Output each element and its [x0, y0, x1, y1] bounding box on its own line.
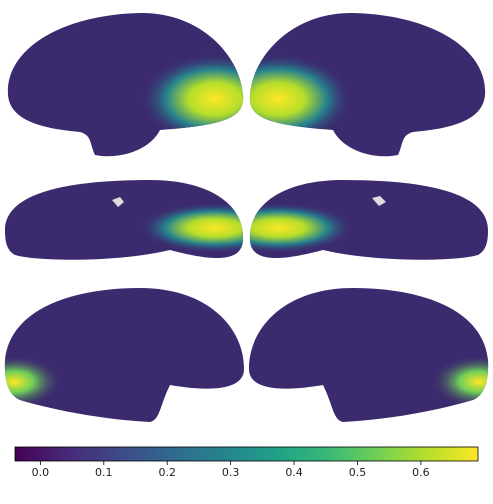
- tick-label: 0.6: [412, 466, 430, 479]
- colorbar: [14, 446, 479, 462]
- activation: [248, 288, 489, 422]
- activation: [4, 288, 245, 422]
- brain-views: [4, 12, 489, 422]
- activation: [5, 180, 244, 260]
- tick-label: 0.2: [158, 466, 176, 479]
- tick-label: 0.3: [222, 466, 240, 479]
- activation: [7, 12, 244, 157]
- tick-label: 0.5: [349, 466, 367, 479]
- tick-label: 0.4: [285, 466, 303, 479]
- tick-label: 0.0: [32, 466, 50, 479]
- activation: [249, 12, 486, 157]
- activation: [249, 180, 488, 260]
- tick-label: 0.1: [95, 466, 113, 479]
